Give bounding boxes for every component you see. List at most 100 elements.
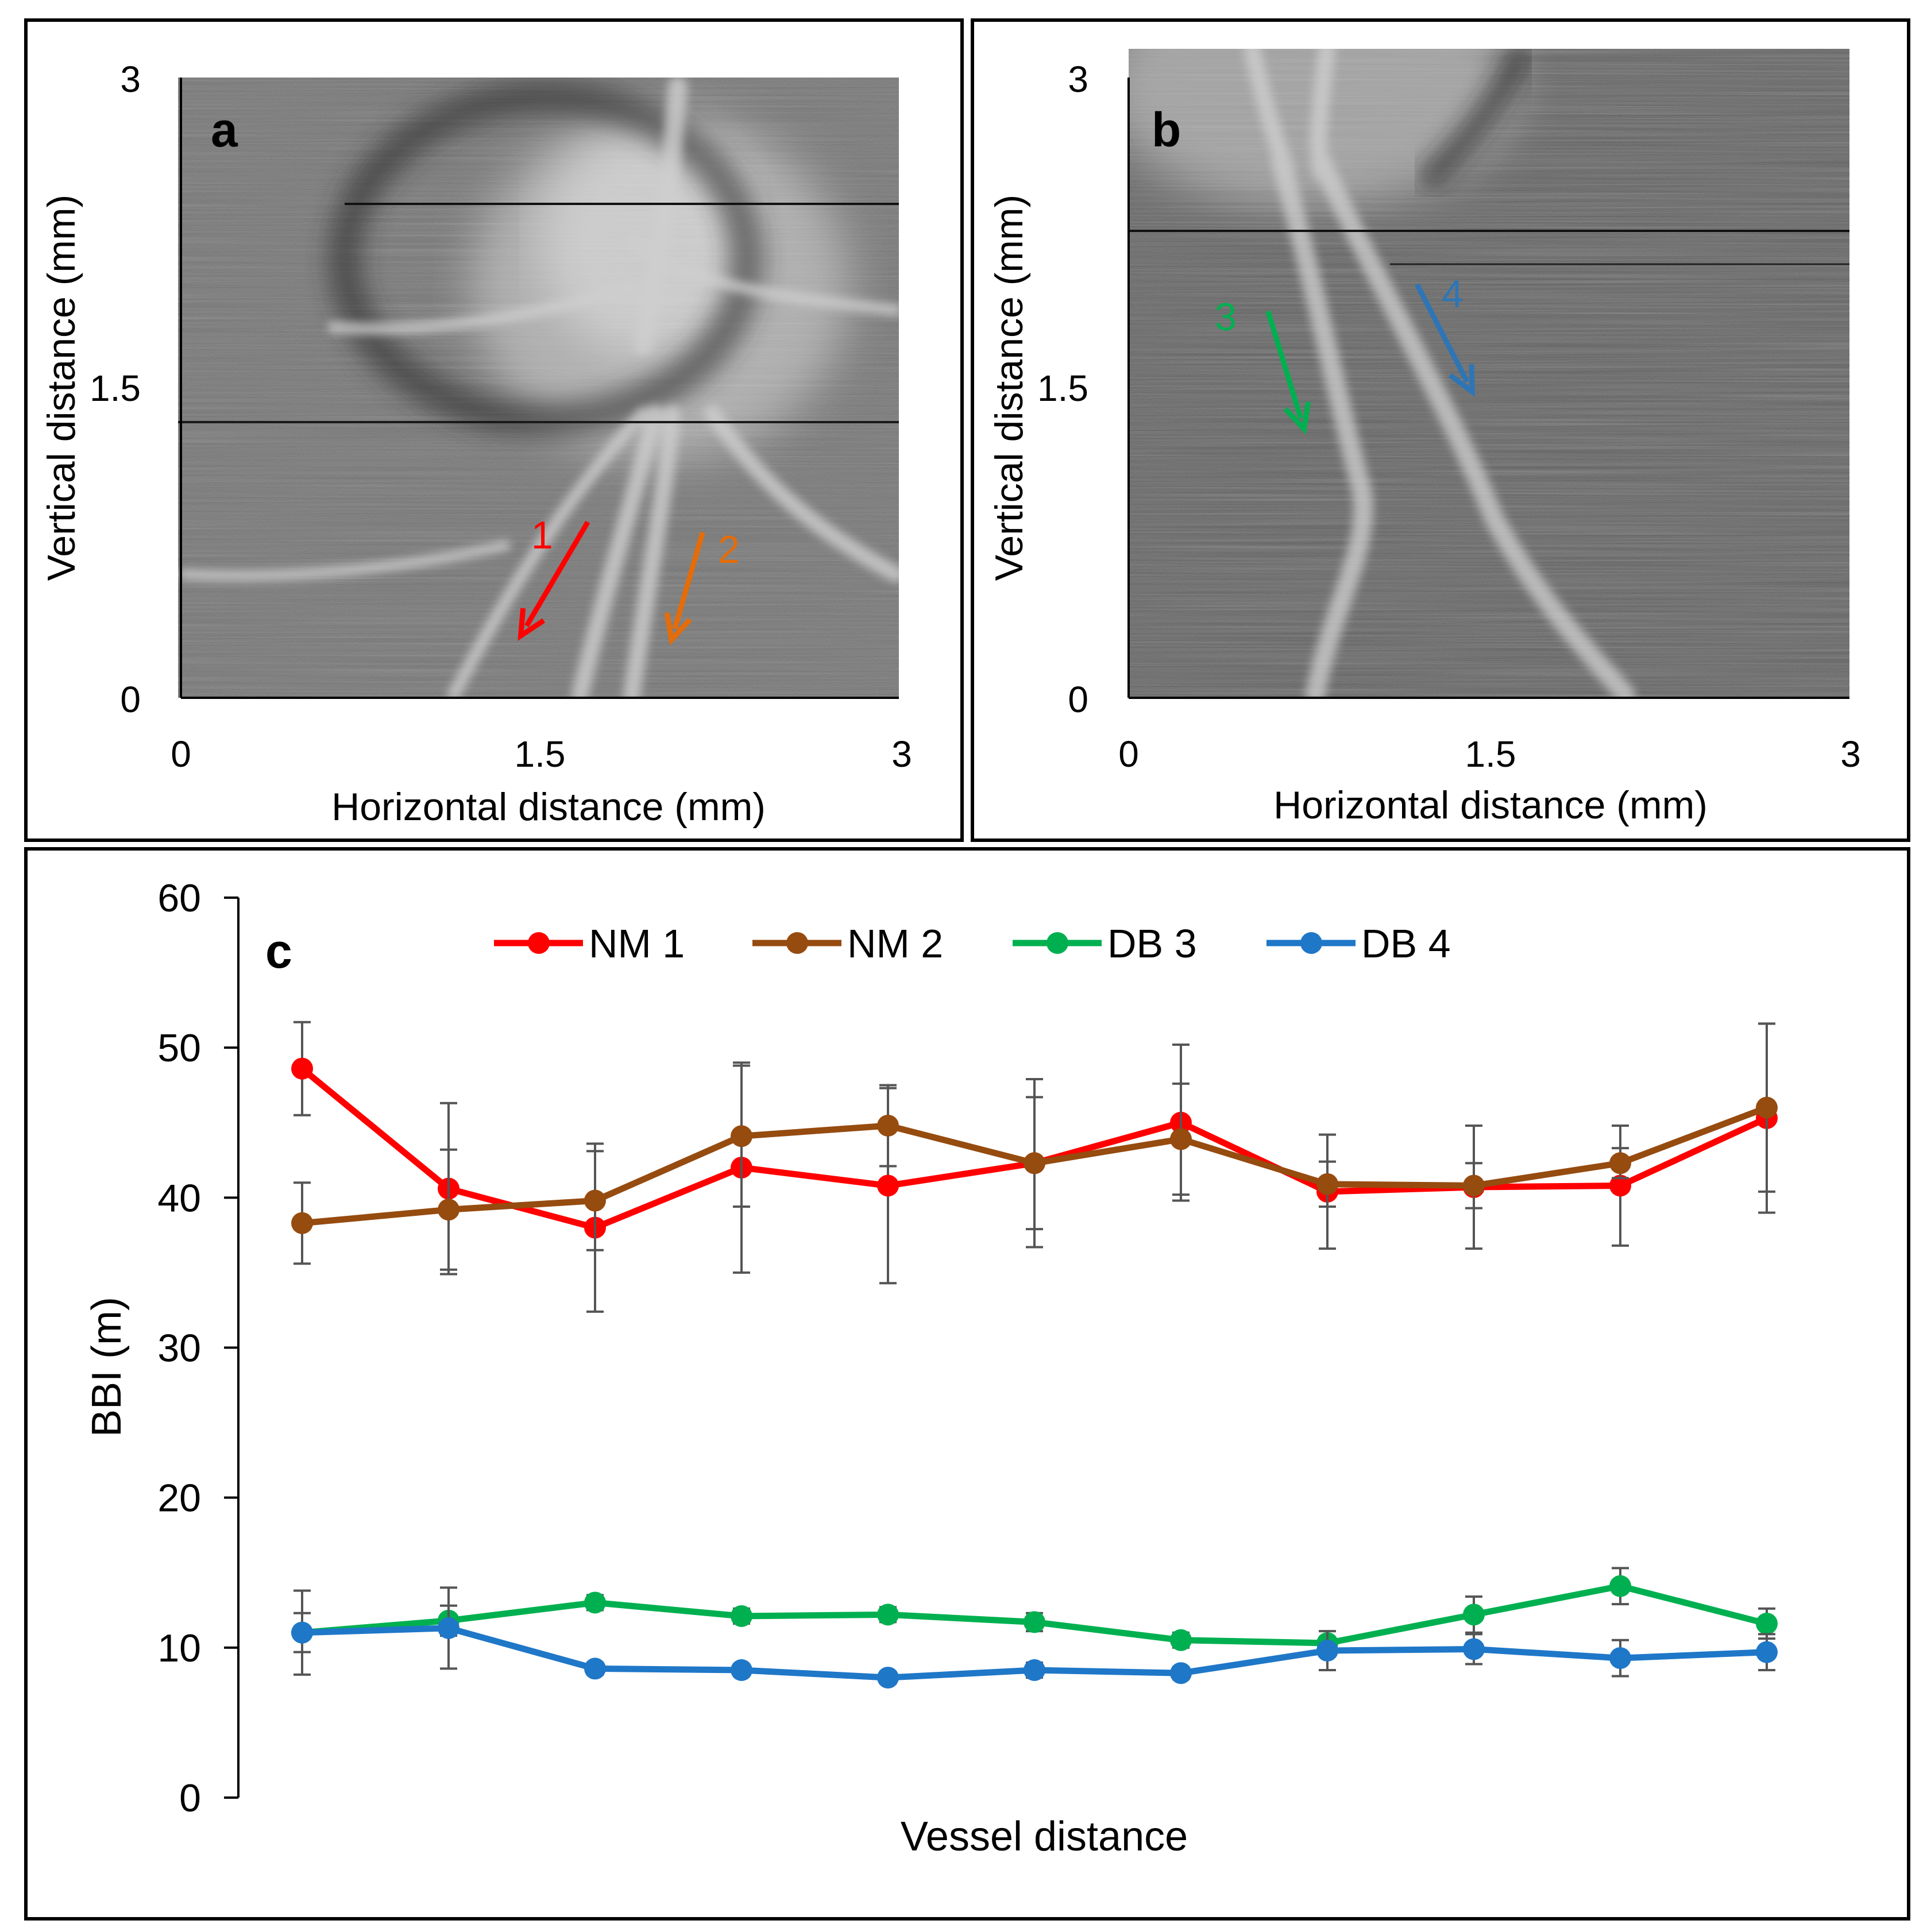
- chart-ylabel: BBI (m): [84, 1297, 130, 1437]
- panel-b-arrow-label-2: 4: [1442, 272, 1463, 316]
- panel-b-ylabel: Vertical distance (mm): [987, 195, 1031, 581]
- data-point: [438, 1199, 459, 1221]
- panel-a-ylabel: Vertical distance (mm): [40, 195, 83, 581]
- series-nm-2: [291, 1022, 1778, 1271]
- legend-item: DB 4: [1266, 921, 1451, 966]
- data-point: [877, 1667, 899, 1689]
- data-point: [1609, 1647, 1631, 1670]
- data-point: [1170, 1128, 1192, 1150]
- panel-a-ytick-0: 0: [120, 679, 141, 720]
- panel-b-letter: b: [1152, 103, 1181, 157]
- data-point: [1316, 1640, 1338, 1662]
- panel-a-image: [178, 78, 899, 698]
- panel-a-arrow-1: [524, 520, 590, 628]
- legend-swatch-marker: [528, 932, 550, 954]
- panel-b-frame: [971, 18, 1910, 842]
- data-point: [1609, 1575, 1631, 1597]
- chart-legend: NM 1 NM 2 DB 3 DB 4: [494, 921, 1451, 966]
- chart-y-tick-label: 60: [157, 876, 201, 920]
- chart-series: [291, 1021, 1778, 1689]
- data-point: [1756, 1096, 1778, 1119]
- panel-a-arrowhead-1: [518, 608, 546, 641]
- panel-a-ytick-2: 3: [120, 59, 141, 100]
- legend-swatch-marker: [1300, 932, 1322, 954]
- chart-axes: 0 10 20 30 40 50 60: [157, 876, 240, 1820]
- legend-label: NM 1: [589, 921, 685, 966]
- legend-label: DB 4: [1361, 921, 1451, 966]
- panel-b-image: [1129, 49, 1849, 698]
- data-point: [1756, 1641, 1778, 1663]
- panel-a-xlabel: Horizontal distance (mm): [331, 785, 766, 829]
- data-point: [291, 1057, 313, 1080]
- chart-y-tick-label: 50: [157, 1026, 201, 1070]
- panel-c-letter: c: [265, 924, 292, 978]
- data-point: [291, 1212, 313, 1234]
- data-point: [1024, 1659, 1045, 1682]
- panel-a-xtick-1: 1.5: [515, 733, 566, 775]
- data-point: [1170, 1662, 1192, 1684]
- panel-b-arrows: 34: [1215, 272, 1475, 435]
- panel-a-frame: [24, 18, 964, 842]
- data-point: [291, 1621, 313, 1644]
- series-db-3: [291, 1567, 1778, 1654]
- panel-b-arrow-1: [1265, 310, 1303, 419]
- data-point: [1463, 1174, 1485, 1197]
- data-point: [877, 1114, 899, 1137]
- legend-label: DB 3: [1107, 921, 1197, 966]
- data-point: [584, 1591, 606, 1614]
- data-point: [1756, 1613, 1778, 1635]
- data-point: [1024, 1611, 1045, 1633]
- chart-y-tick-label: 10: [157, 1626, 201, 1670]
- panel-a-xtick-0: 0: [171, 733, 191, 775]
- panel-b-xtick-1: 1.5: [1465, 733, 1516, 775]
- legend-item: DB 3: [1013, 921, 1197, 966]
- panel-c-frame: [24, 847, 1910, 1921]
- panel-a-letter: a: [211, 103, 238, 157]
- data-point: [877, 1603, 899, 1626]
- chart-y-tick-label: 20: [157, 1477, 201, 1520]
- data-point: [877, 1174, 899, 1197]
- panel-a-arrowhead-2: [664, 612, 692, 646]
- legend-swatch-marker: [786, 932, 808, 954]
- panel-b-ytick-1: 1.5: [1037, 368, 1088, 409]
- data-point: [584, 1657, 606, 1680]
- data-point: [438, 1617, 459, 1639]
- legend-item: NM 2: [752, 921, 943, 966]
- panel-b-arrowhead-1: [1283, 401, 1311, 435]
- data-point: [1024, 1152, 1045, 1174]
- legend-label: NM 2: [847, 921, 943, 966]
- chart-y-tick-label: 30: [157, 1327, 201, 1370]
- panel-b-ytick-0: 0: [1068, 679, 1088, 720]
- chart-y-tick-label: 0: [179, 1776, 201, 1820]
- data-point: [1609, 1152, 1631, 1174]
- legend-item: NM 1: [494, 921, 685, 966]
- chart-y-tick-label: 40: [157, 1176, 201, 1220]
- panel-b-xlabel: Horizontal distance (mm): [1273, 783, 1708, 827]
- panel-a-arrow-label-1: 1: [531, 513, 553, 557]
- panel-b-ytick-2: 3: [1068, 59, 1088, 100]
- legend-swatch-marker: [1046, 932, 1068, 954]
- panel-a-arrow-label-2: 2: [718, 528, 740, 571]
- data-point: [584, 1189, 606, 1212]
- panel-b-xtick-2: 3: [1840, 733, 1861, 775]
- data-point: [731, 1659, 752, 1682]
- series-db-4: [291, 1586, 1778, 1689]
- panel-b-arrow-label-1: 3: [1215, 295, 1237, 339]
- panel-a-ytick-1: 1.5: [90, 368, 141, 409]
- data-point: [1609, 1174, 1631, 1197]
- panel-b-xtick-0: 0: [1118, 733, 1139, 775]
- panel-b-arrow-2: [1414, 283, 1470, 383]
- panel-b: b 0 1.5 3 0 1.5 3 Horizontal distance (m…: [971, 18, 1910, 842]
- panel-a: a 0 1.5 3 0 1.5 3 Horizontal distance (m…: [24, 18, 964, 842]
- panel-a-xtick-2: 3: [891, 733, 912, 775]
- data-point: [1316, 1173, 1338, 1195]
- data-point: [1463, 1603, 1485, 1626]
- panel-b-arrowhead-2: [1449, 364, 1475, 397]
- data-point: [731, 1125, 752, 1147]
- chart-xlabel: Vessel distance: [901, 1814, 1188, 1860]
- data-point: [731, 1605, 752, 1627]
- data-point: [1463, 1638, 1485, 1660]
- data-point: [1170, 1629, 1192, 1651]
